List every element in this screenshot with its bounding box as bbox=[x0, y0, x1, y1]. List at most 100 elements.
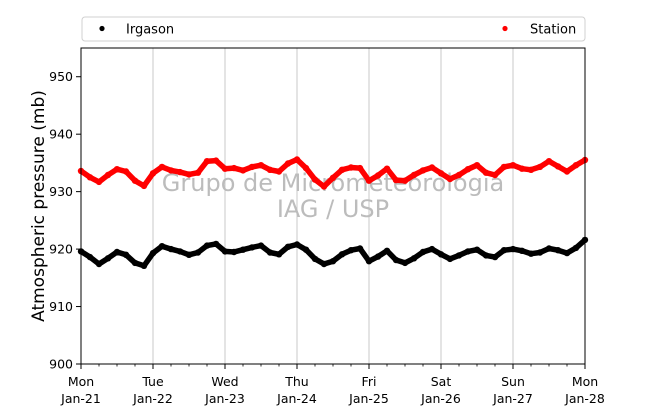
data-point bbox=[293, 241, 301, 248]
data-point bbox=[158, 163, 166, 171]
data-point bbox=[284, 243, 292, 250]
data-point bbox=[365, 177, 373, 184]
data-point bbox=[455, 171, 463, 179]
y-axis: 900 910 920 930 940 950 bbox=[49, 69, 81, 372]
data-point bbox=[149, 249, 157, 257]
series-station bbox=[77, 156, 589, 190]
data-point bbox=[383, 247, 391, 254]
plot-area bbox=[81, 48, 585, 364]
data-point bbox=[419, 248, 427, 256]
legend-label-station: Station bbox=[530, 23, 576, 38]
data-point bbox=[329, 174, 337, 181]
data-point bbox=[554, 163, 562, 170]
data-point bbox=[545, 158, 553, 165]
data-point bbox=[401, 177, 409, 184]
data-point bbox=[536, 163, 544, 171]
data-point bbox=[239, 167, 247, 174]
data-point bbox=[275, 168, 283, 175]
data-point bbox=[203, 158, 211, 165]
data-point bbox=[338, 166, 346, 173]
data-point bbox=[158, 243, 166, 250]
x-axis: Mon Jan-21 Tue Jan-22 Wed Jan-23 Thu Jan-24 Fri J… bbox=[60, 364, 605, 406]
data-point bbox=[419, 167, 427, 174]
data-point bbox=[176, 248, 184, 255]
data-point bbox=[554, 247, 562, 254]
x-tick-label-date: Jan-21 bbox=[60, 391, 101, 406]
x-tick-label-day: Thu bbox=[284, 374, 308, 389]
data-point bbox=[176, 168, 184, 176]
data-point bbox=[221, 165, 229, 172]
data-point bbox=[500, 163, 508, 171]
legend-marker-irgason bbox=[99, 25, 105, 32]
y-tick-label: 950 bbox=[49, 69, 73, 84]
data-point bbox=[212, 157, 220, 164]
watermark-line-2: IAG / USP bbox=[277, 195, 389, 223]
data-point bbox=[311, 176, 319, 183]
y-tick-label: 920 bbox=[49, 242, 73, 257]
watermark: Grupo de Micrometeorologia IAG / USP bbox=[162, 169, 504, 223]
data-point bbox=[356, 245, 364, 252]
data-point bbox=[122, 251, 130, 258]
data-point bbox=[491, 171, 499, 179]
data-point bbox=[131, 177, 139, 184]
x-tick-label-day: Sun bbox=[501, 374, 525, 389]
data-point bbox=[185, 171, 193, 178]
data-point bbox=[221, 248, 229, 255]
data-point bbox=[167, 167, 175, 174]
watermark-line-1: Grupo de Micrometeorologia bbox=[162, 169, 504, 197]
x-tick-label-date: Jan-28 bbox=[564, 391, 605, 406]
data-point bbox=[365, 258, 373, 265]
data-point bbox=[509, 162, 517, 169]
data-point bbox=[230, 164, 238, 172]
data-point bbox=[302, 246, 310, 253]
data-point bbox=[572, 244, 580, 252]
data-point bbox=[392, 256, 400, 264]
legend: Irgason Station bbox=[81, 16, 586, 42]
data-point bbox=[464, 166, 472, 173]
legend-marker-station bbox=[502, 25, 508, 32]
x-tick-label-date: Jan-24 bbox=[276, 391, 317, 406]
series-irgason bbox=[77, 236, 589, 269]
data-point bbox=[428, 164, 436, 171]
data-point bbox=[563, 168, 571, 175]
data-point bbox=[347, 164, 355, 171]
data-point bbox=[482, 252, 490, 259]
data-point bbox=[203, 242, 211, 249]
data-point bbox=[473, 246, 481, 253]
y-tick-label: 940 bbox=[49, 127, 73, 142]
data-point bbox=[320, 183, 328, 190]
x-tick-label-day: Tue bbox=[141, 374, 164, 389]
data-point bbox=[122, 168, 130, 175]
data-point bbox=[275, 251, 283, 258]
x-tick-label-day: Wed bbox=[211, 374, 238, 389]
data-point bbox=[410, 255, 418, 262]
data-point bbox=[185, 251, 193, 258]
x-tick-label-day: Mon bbox=[572, 374, 598, 389]
data-point bbox=[239, 246, 247, 253]
data-point bbox=[284, 160, 292, 167]
data-point bbox=[518, 165, 526, 172]
x-tick-label-date: Jan-27 bbox=[492, 391, 533, 406]
data-point bbox=[167, 245, 175, 253]
y-tick-label: 930 bbox=[49, 184, 73, 199]
x-tick-label-day: Mon bbox=[68, 374, 94, 389]
data-series bbox=[77, 156, 589, 269]
data-point bbox=[248, 244, 256, 251]
data-point bbox=[518, 247, 526, 254]
data-point bbox=[455, 252, 463, 259]
data-point bbox=[347, 247, 355, 254]
data-point bbox=[320, 260, 328, 268]
data-point bbox=[473, 162, 481, 169]
data-point bbox=[563, 249, 571, 257]
data-point bbox=[545, 245, 553, 252]
data-point bbox=[482, 169, 490, 176]
data-point bbox=[131, 259, 139, 267]
x-tick-label-day: Sat bbox=[431, 374, 452, 389]
data-point bbox=[113, 248, 121, 256]
data-point bbox=[383, 165, 391, 172]
data-point bbox=[194, 169, 202, 176]
legend-frame bbox=[81, 16, 586, 42]
data-point bbox=[527, 250, 535, 257]
y-tick-label: 910 bbox=[49, 299, 73, 314]
data-point bbox=[428, 245, 436, 253]
